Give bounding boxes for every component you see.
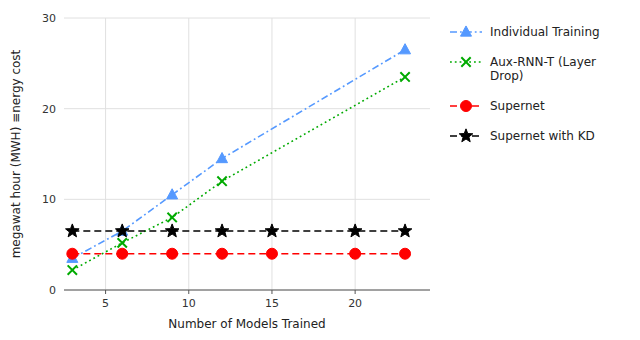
x-grid-line xyxy=(188,18,189,290)
legend-label-line: Individual Training xyxy=(490,25,600,39)
legend-label: Supernet xyxy=(490,99,545,113)
data-point xyxy=(67,248,78,259)
y-axis-label: megawat hour (MWH) ≡nergy cost xyxy=(9,49,23,258)
data-point xyxy=(165,224,179,237)
grid xyxy=(64,18,430,290)
x-grid-line xyxy=(105,18,106,290)
data-point xyxy=(398,224,412,237)
y-tick-label: 0 xyxy=(49,284,56,297)
x-axis-label: Number of Models Trained xyxy=(168,317,325,331)
legend-marker xyxy=(459,129,473,142)
series-line xyxy=(72,77,405,270)
legend-label-line: Drop) xyxy=(490,69,524,83)
x-tick-label: 5 xyxy=(102,297,109,310)
data-point xyxy=(265,224,279,237)
legend-marker xyxy=(461,57,470,66)
x-axis-line xyxy=(64,290,430,291)
x-tick-label: 15 xyxy=(265,297,279,310)
legend-item: Aux-RNN-T (LayerDrop) xyxy=(450,55,596,83)
series xyxy=(66,224,412,237)
y-tick-label: 20 xyxy=(42,103,56,116)
plot-area xyxy=(66,44,412,275)
data-point xyxy=(217,248,228,259)
legend: Individual Training Aux-RNN-T (LayerDrop)… xyxy=(450,25,600,143)
legend-label: Supernet with KD xyxy=(490,129,595,143)
data-point xyxy=(115,224,129,237)
legend-label-line: Supernet xyxy=(490,99,545,113)
legend-marker xyxy=(461,26,472,36)
data-point xyxy=(400,248,411,259)
data-point xyxy=(217,152,228,162)
y-grid-line xyxy=(64,290,430,291)
data-point xyxy=(118,238,127,247)
data-point xyxy=(215,224,229,237)
tick-labels: 5 10 15 20 0 10 20 30 xyxy=(42,12,362,310)
data-point xyxy=(167,213,176,222)
y-grid-line xyxy=(64,18,430,19)
y-grid-line xyxy=(64,199,430,200)
x-tick xyxy=(188,290,189,294)
legend-marker xyxy=(461,101,472,112)
data-point xyxy=(400,44,411,54)
data-point xyxy=(217,177,226,186)
x-tick xyxy=(355,290,356,294)
data-point xyxy=(350,248,361,259)
data-point xyxy=(117,248,128,259)
data-point xyxy=(167,248,178,259)
legend-label: Aux-RNN-T (LayerDrop) xyxy=(490,55,596,83)
data-point xyxy=(400,72,409,81)
data-point xyxy=(66,224,80,237)
legend-label-line: Supernet with KD xyxy=(490,129,595,143)
chart: 5 10 15 20 0 10 20 30 Number of Models Trained me… xyxy=(0,0,640,340)
legend-label: Individual Training xyxy=(490,25,600,39)
x-tick xyxy=(271,290,272,294)
legend-item: Supernet xyxy=(450,99,545,113)
x-tick-label: 20 xyxy=(348,297,362,310)
y-tick-label: 30 xyxy=(42,12,56,25)
data-point xyxy=(68,265,77,274)
series xyxy=(67,248,411,259)
series-line xyxy=(72,50,405,259)
legend-item: Supernet with KD xyxy=(450,129,595,143)
x-tick xyxy=(105,290,106,294)
series xyxy=(67,44,411,263)
y-tick-label: 10 xyxy=(42,193,56,206)
series xyxy=(68,72,410,274)
data-point xyxy=(266,248,277,259)
background xyxy=(0,0,640,340)
y-grid-line xyxy=(64,108,430,109)
data-point xyxy=(348,224,362,237)
legend-label-line: Aux-RNN-T (Layer xyxy=(490,55,596,69)
legend-item: Individual Training xyxy=(450,25,600,39)
data-point xyxy=(167,189,178,199)
x-tick-label: 10 xyxy=(182,297,196,310)
